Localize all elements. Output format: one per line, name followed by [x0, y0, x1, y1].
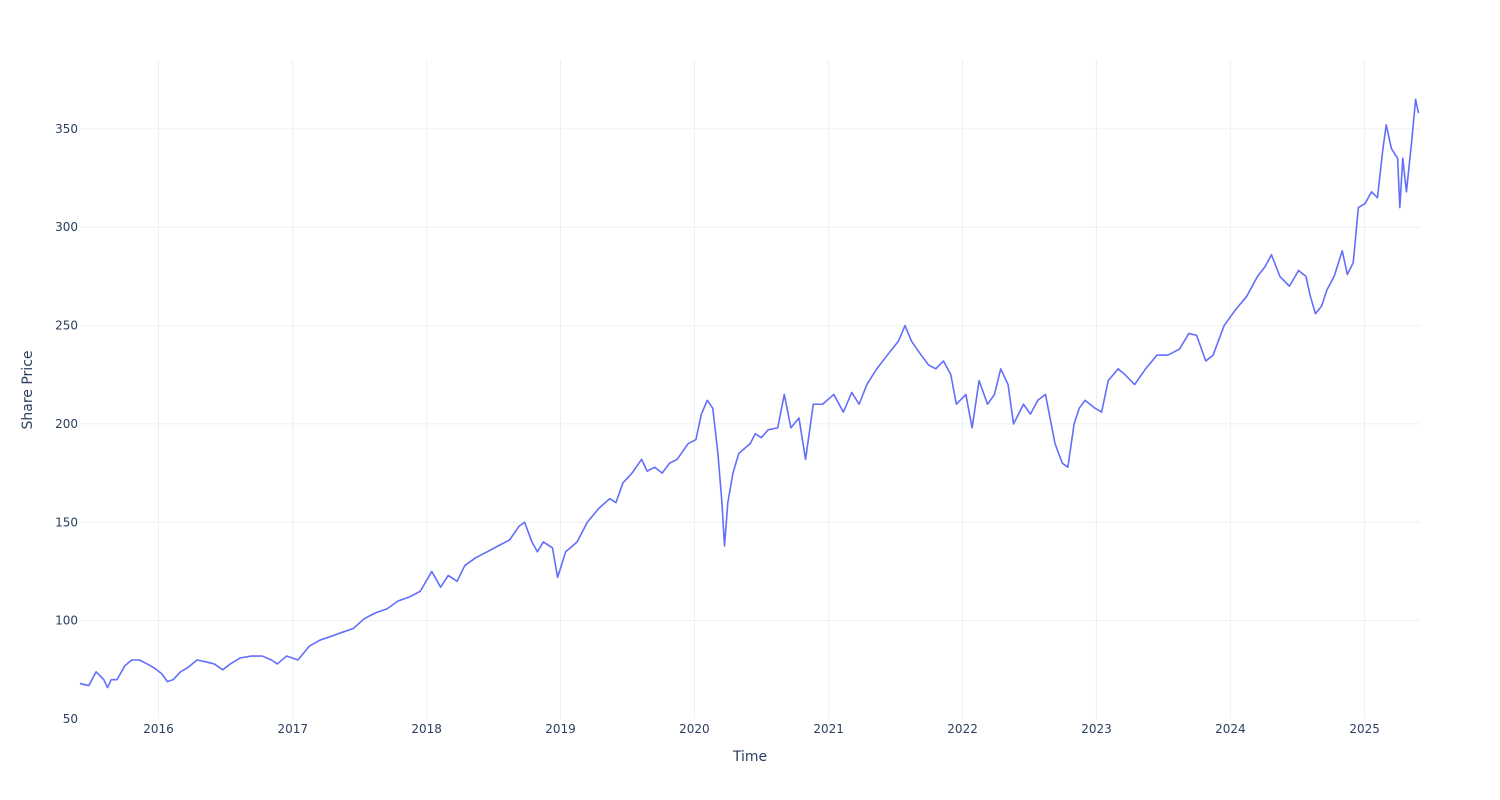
x-axis-title: Time [732, 749, 767, 765]
share-price-line [79, 98, 1420, 689]
y-tick-label: 350 [55, 122, 78, 136]
x-tick-label: 2021 [813, 722, 844, 736]
x-tick-label: 2024 [1215, 722, 1246, 736]
x-tick-label: 2022 [947, 722, 978, 736]
x-tick-label: 2023 [1081, 722, 1112, 736]
x-tick-label: 2019 [545, 722, 576, 736]
y-tick-label: 200 [55, 417, 78, 431]
y-tick-label: 250 [55, 319, 78, 333]
y-axis-ticks: 50 100 150 200 250 300 350 [55, 122, 78, 726]
x-tick-label: 2017 [277, 722, 308, 736]
x-tick-label: 2020 [679, 722, 710, 736]
y-tick-label: 300 [55, 220, 78, 234]
x-tick-label: 2025 [1349, 722, 1380, 736]
x-tick-label: 2018 [411, 722, 442, 736]
x-axis-ticks: 2016 2017 2018 2019 2020 2021 2022 2023 2024 2025 [143, 722, 1380, 736]
y-tick-label: 100 [55, 614, 78, 628]
y-tick-label: 50 [63, 712, 78, 726]
series-layer [79, 98, 1420, 689]
x-tick-label: 2016 [143, 722, 174, 736]
grid-lines [80, 60, 1420, 719]
y-tick-label: 150 [55, 515, 78, 529]
y-axis-title: Share Price [20, 350, 36, 429]
